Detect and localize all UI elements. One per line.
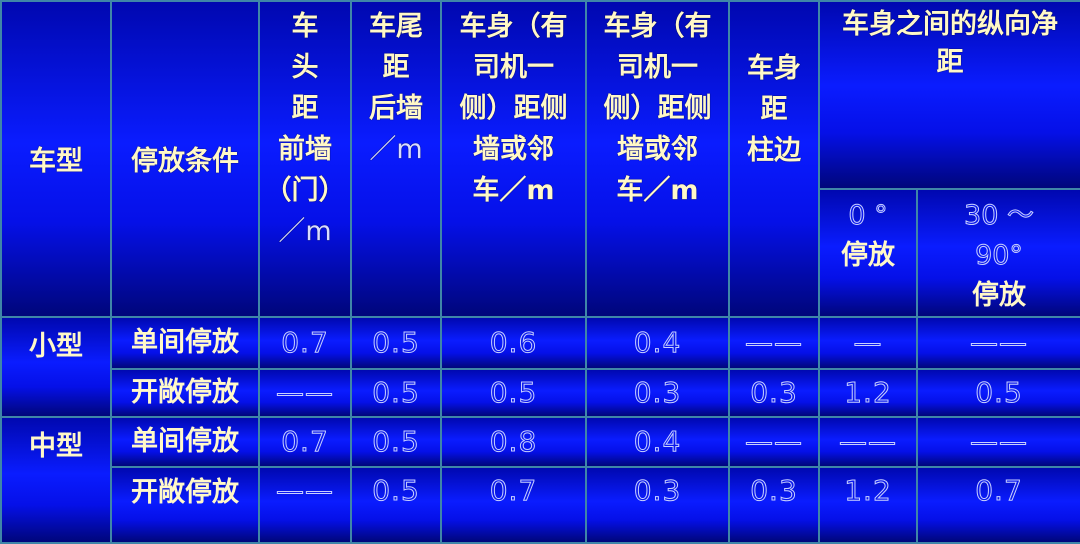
header-column: 车身距柱边 xyxy=(728,0,820,318)
value-cell: 0.8 xyxy=(440,416,587,468)
value-cell: 0.5 xyxy=(350,316,442,370)
value-cell: —— xyxy=(258,466,352,544)
table-row: 小型 单间停放 0.7 0.5 0.6 0.4 —— — —— xyxy=(0,316,1080,418)
value-cell: 0.3 xyxy=(728,368,820,418)
header-front-wall: 车头距前墙 （门） ／m xyxy=(258,0,352,318)
value-cell: — xyxy=(818,316,918,370)
header-car-type: 车型 xyxy=(0,0,112,318)
value-cell: 0.5 xyxy=(350,416,442,468)
value-cell: 0.7 xyxy=(916,466,1080,544)
header-side-other: 车身（有 司机一 侧）距侧 墙或邻 车／m xyxy=(585,0,730,318)
table-row: 开敞停放 —— 0.5 0.7 0.3 0.3 1.2 0.7 xyxy=(1,466,1080,544)
value-cell: 0.7 xyxy=(258,316,352,370)
value-cell: 0.5 xyxy=(350,466,442,544)
value-cell: 0.5 xyxy=(440,368,587,418)
value-cell: —— xyxy=(916,316,1080,370)
value-cell: 1.2 xyxy=(818,466,918,544)
value-cell: 0.3 xyxy=(585,466,730,544)
value-cell: —— xyxy=(728,416,820,468)
value-cell: 1.2 xyxy=(818,368,918,418)
car-type-cell: 中型 xyxy=(0,416,112,544)
header-condition: 停放条件 xyxy=(110,0,260,318)
value-cell: —— xyxy=(916,416,1080,468)
table-row: 开敞停放 —— 0.5 0.5 0.3 0.3 1.2 0.5 xyxy=(1,368,1080,418)
value-cell: 0.7 xyxy=(258,416,352,468)
header-between-30-90: 30 ～ 90° 停放 xyxy=(916,188,1080,318)
value-cell: 0.3 xyxy=(728,466,820,544)
value-cell: 0.5 xyxy=(916,368,1080,418)
header-between-0: 0 ° 停放 xyxy=(818,188,918,318)
header-rear-wall: 车尾距后墙 ／m xyxy=(350,0,442,318)
value-cell: 0.4 xyxy=(585,316,730,370)
value-cell: —— xyxy=(258,368,352,418)
value-cell: 0.7 xyxy=(440,466,587,544)
header-side-driver: 车身（有 司机一 侧）距侧 墙或邻 车／m xyxy=(440,0,587,318)
condition-cell: 开敞停放 xyxy=(110,466,260,544)
condition-cell: 单间停放 xyxy=(110,416,260,468)
value-cell: 0.3 xyxy=(585,368,730,418)
value-cell: 0.6 xyxy=(440,316,587,370)
value-cell: 0.5 xyxy=(350,368,442,418)
value-cell: 0.4 xyxy=(585,416,730,468)
condition-cell: 开敞停放 xyxy=(110,368,260,418)
value-cell: —— xyxy=(818,416,918,468)
car-type-cell: 小型 xyxy=(0,316,112,418)
table-row: 中型 单间停放 0.7 0.5 0.8 0.4 —— —— —— xyxy=(0,416,1080,544)
condition-cell: 单间停放 xyxy=(110,316,260,370)
value-cell: —— xyxy=(728,316,820,370)
header-between: 车身之间的纵向净距 xyxy=(818,0,1080,190)
